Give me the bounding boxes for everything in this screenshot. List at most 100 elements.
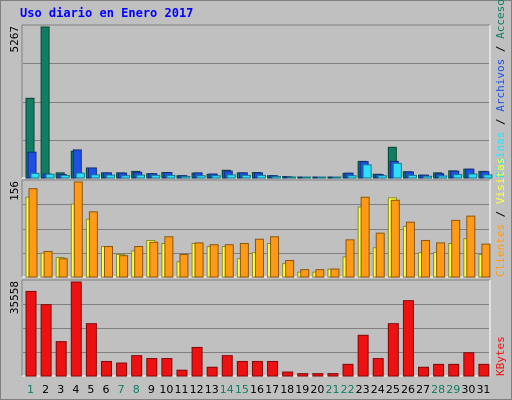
bar-kbytes xyxy=(206,366,218,377)
bar-kbytes xyxy=(372,358,384,377)
bar-visitas xyxy=(194,242,204,278)
bar-paginas xyxy=(468,173,478,179)
x-tick-label: 19 xyxy=(295,383,309,396)
x-tick-label: 29 xyxy=(446,383,460,396)
bar-visitas xyxy=(88,211,98,278)
bar-kbytes xyxy=(297,373,309,377)
bar-kbytes xyxy=(463,352,475,377)
bar-paginas xyxy=(151,174,161,179)
bar-kbytes xyxy=(25,290,37,377)
bar-visitas xyxy=(375,232,385,278)
x-tick-label: 27 xyxy=(416,383,430,396)
bar-kbytes xyxy=(55,341,67,377)
bar-visitas xyxy=(164,236,174,278)
bar-visitas xyxy=(119,255,129,278)
x-tick-label: 6 xyxy=(103,383,110,396)
bar-paginas xyxy=(377,175,387,179)
x-tick-label: 23 xyxy=(356,383,370,396)
bar-kbytes xyxy=(282,371,294,377)
bar-paginas xyxy=(226,174,236,179)
bar-visitas xyxy=(451,219,461,278)
chart-title: Uso diario en Enero 2017 xyxy=(20,6,194,20)
bar-accesos xyxy=(40,26,50,179)
x-tick-label: 7 xyxy=(118,383,125,396)
bar-paginas xyxy=(256,174,266,179)
bar-kbytes xyxy=(478,363,490,377)
x-tick-label: 18 xyxy=(280,383,294,396)
bar-visitas xyxy=(405,221,415,278)
bar-visitas xyxy=(345,239,355,278)
y-max-label: 35558 xyxy=(8,281,21,314)
bar-kbytes xyxy=(176,369,188,377)
legend-clientes: Clientes xyxy=(494,224,507,277)
bar-kbytes xyxy=(448,363,460,377)
bar-kbytes xyxy=(146,358,158,377)
bar-paginas xyxy=(60,174,70,179)
bar-paginas xyxy=(483,174,493,179)
bar-paginas xyxy=(90,174,100,179)
bar-paginas xyxy=(196,175,206,179)
legend-hits: Páginas / Archivos / Accesos xyxy=(494,0,507,178)
x-tick-label: 22 xyxy=(341,383,355,396)
bar-visitas xyxy=(179,253,189,278)
legend-kbytes: KBytes xyxy=(494,336,507,376)
x-tick-label: 2 xyxy=(42,383,49,396)
bar-kbytes xyxy=(387,323,399,377)
bar-kbytes xyxy=(40,304,52,377)
bar-visitas xyxy=(43,250,53,278)
bar-visitas xyxy=(481,243,491,278)
x-tick-label: 12 xyxy=(190,383,204,396)
bar-visitas xyxy=(285,260,295,278)
bar-visitas xyxy=(300,269,310,278)
panel-hits xyxy=(22,25,490,178)
bar-kbytes xyxy=(312,373,324,377)
bar-paginas xyxy=(121,175,131,179)
bar-kbytes xyxy=(251,360,263,377)
bar-visitas xyxy=(209,244,219,278)
x-tick-label: 5 xyxy=(87,383,94,396)
bar-kbytes xyxy=(131,355,143,377)
bar-paginas xyxy=(272,176,282,179)
bar-paginas xyxy=(392,162,402,179)
legend-paginas: Páginas xyxy=(494,132,507,178)
bar-visitas xyxy=(360,196,370,278)
legend-visitas: Visitas xyxy=(494,158,507,204)
bar-paginas xyxy=(438,175,448,179)
bar-kbytes xyxy=(116,362,128,377)
bar-paginas xyxy=(362,164,372,179)
bar-paginas xyxy=(45,173,55,179)
x-tick-label: 8 xyxy=(133,383,140,396)
bar-kbytes xyxy=(402,300,414,377)
legend-archivos: Archivos xyxy=(494,59,507,112)
bar-paginas xyxy=(166,174,176,179)
x-tick-label: 17 xyxy=(265,383,279,396)
bar-paginas xyxy=(211,175,221,179)
bar-visitas xyxy=(149,241,159,278)
x-tick-label: 3 xyxy=(57,383,64,396)
bar-visitas xyxy=(436,242,446,278)
bar-kbytes xyxy=(342,363,354,377)
y-max-label: 5267 xyxy=(8,26,21,53)
bar-kbytes xyxy=(191,346,203,377)
bar-visitas xyxy=(270,236,280,278)
x-tick-label: 1 xyxy=(27,383,34,396)
x-tick-label: 24 xyxy=(371,383,385,396)
bar-kbytes xyxy=(161,358,173,377)
bar-visitas xyxy=(239,243,249,278)
bar-paginas xyxy=(136,174,146,179)
x-tick-label: 13 xyxy=(205,383,219,396)
bar-kbytes xyxy=(357,334,369,377)
x-tick-label: 30 xyxy=(461,383,475,396)
x-tick-label: 26 xyxy=(401,383,415,396)
bar-kbytes xyxy=(327,373,339,377)
bar-paginas xyxy=(347,175,357,179)
bar-visitas xyxy=(330,268,340,278)
bar-visitas xyxy=(73,181,83,278)
x-tick-label: 11 xyxy=(175,383,189,396)
x-tick-label: 20 xyxy=(310,383,324,396)
bar-visitas xyxy=(224,244,234,278)
y-max-label: 156 xyxy=(8,181,21,201)
bar-kbytes xyxy=(267,360,279,377)
bar-visitas xyxy=(466,215,476,278)
x-tick-label: 16 xyxy=(250,383,264,396)
